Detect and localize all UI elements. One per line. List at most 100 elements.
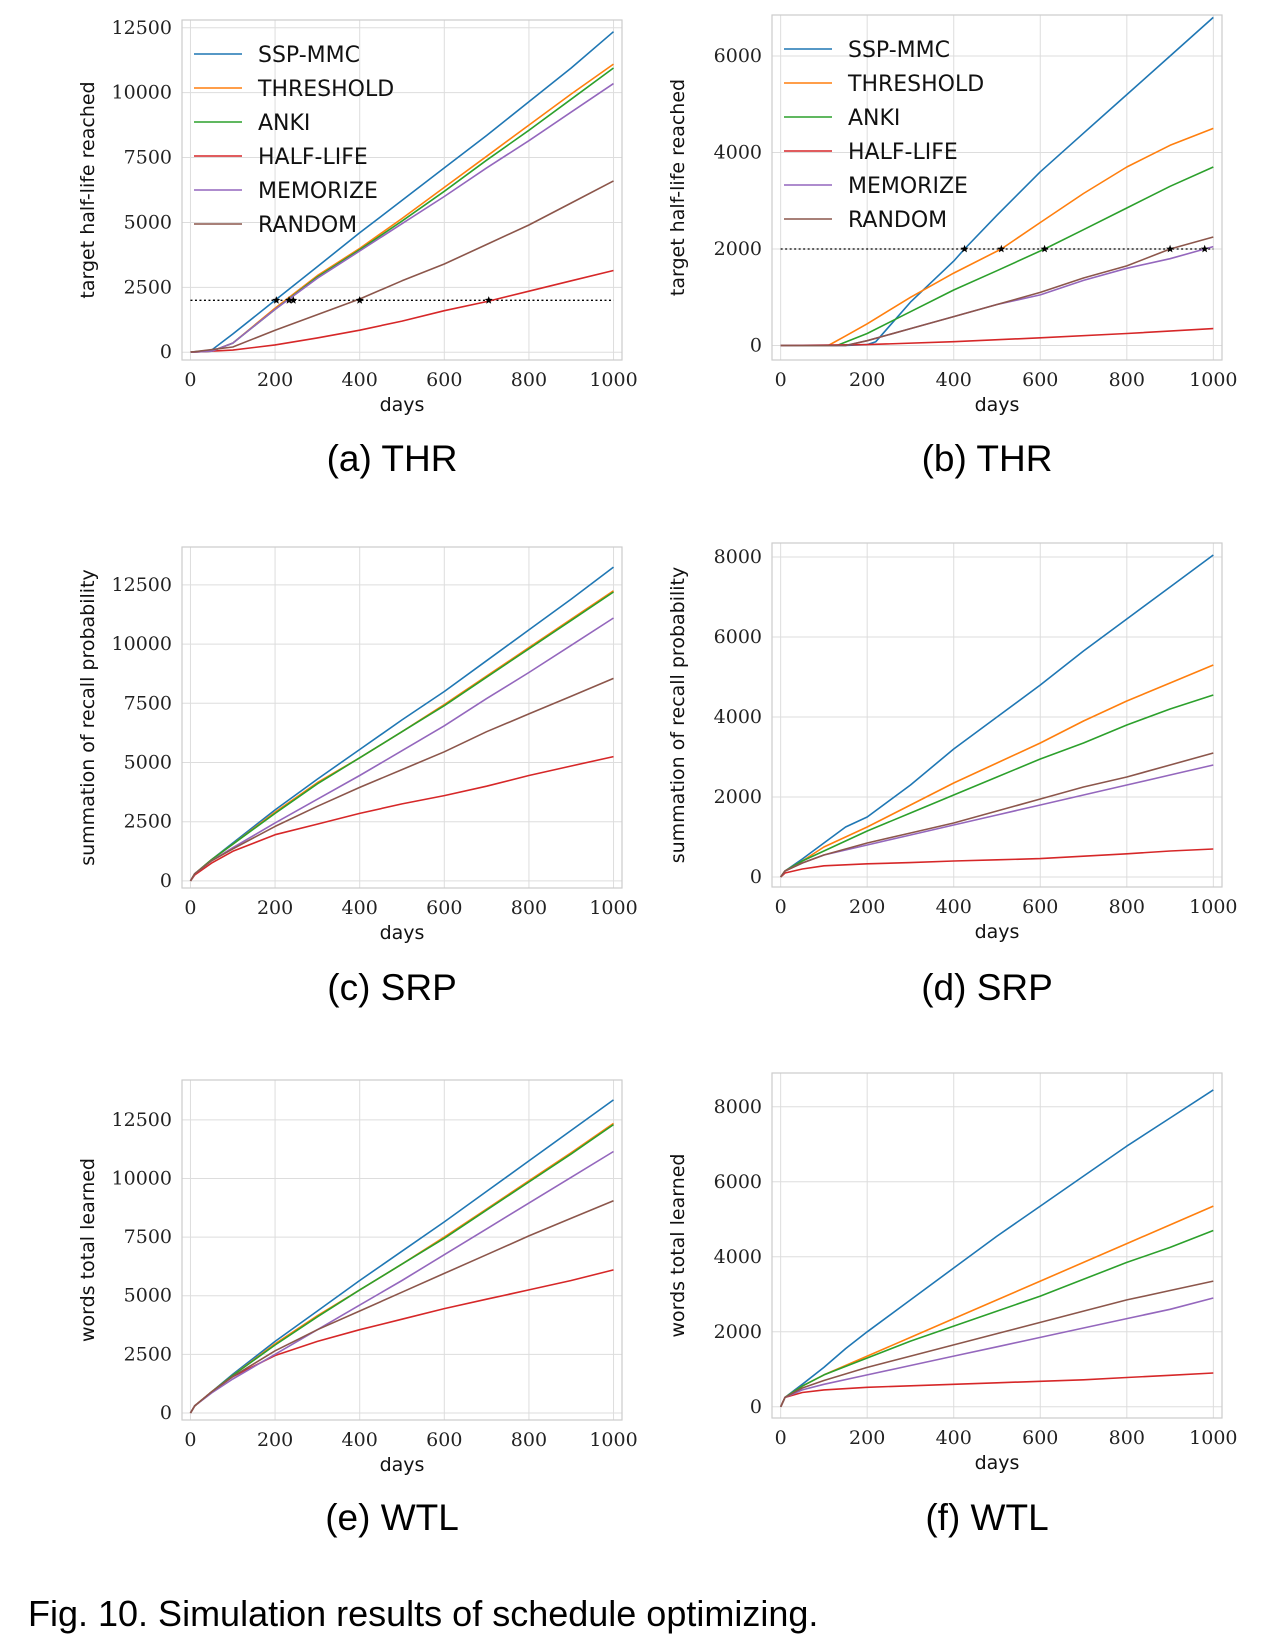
x-tick-label: 1000 [1189, 896, 1237, 918]
series-line-random [189, 677, 614, 882]
threshold-marker [1040, 244, 1049, 253]
x-axis-label: days [380, 922, 425, 944]
x-tick-label: 0 [775, 896, 787, 918]
series-line-memorize [190, 82, 614, 353]
chart-panel-d: 0 200 400 600 800 1000 0 2000 4000 6000 8000 days su… [667, 542, 1238, 1008]
threshold-marker [1200, 244, 1209, 253]
x-tick-label: 1000 [589, 369, 637, 391]
x-tick-label: 600 [1022, 1427, 1058, 1449]
series-line-half-life [779, 1372, 1214, 1408]
threshold-marker [285, 296, 293, 304]
threshold-marker [997, 244, 1006, 253]
threshold-marker [960, 244, 969, 253]
legend-label: SSP-MMC [848, 38, 950, 63]
x-tick-label: 800 [511, 1429, 547, 1451]
legend-label: THRESHOLD [847, 72, 984, 97]
threshold-marker [355, 296, 364, 304]
legend: SSP-MMC THRESHOLD ANKI HALF-LIFE MEMORIZE RAN… [784, 38, 984, 233]
series-line-half-life [189, 755, 614, 882]
legend-label: SSP-MMC [258, 43, 360, 68]
y-axis-label: words total learned [77, 1158, 99, 1342]
y-tick-label: 8000 [714, 1096, 762, 1118]
x-axis-label: days [975, 1452, 1020, 1474]
panel-caption: (c) SRP [327, 967, 457, 1008]
x-tick-label: 400 [342, 1429, 378, 1451]
y-tick-label: 4000 [714, 142, 762, 164]
x-tick-label: 400 [342, 897, 378, 919]
legend-label: RANDOM [848, 208, 947, 233]
panel-caption: (e) WTL [325, 1497, 459, 1538]
y-tick-label: 7500 [124, 692, 172, 714]
y-tick-label: 6000 [714, 1171, 762, 1193]
y-tick-label: 0 [160, 870, 172, 892]
chart-panel-e: 0 200 400 600 800 100002500500075001000012500… [77, 1079, 638, 1538]
legend-label: THRESHOLD [257, 77, 394, 102]
chart-panel-c: 0 200 400 600 800 100002500500075001000012500… [77, 546, 638, 1008]
chart-panel-a: 0 200 400 600 800 100002500500075001000012500… [77, 17, 638, 479]
y-axis-label: summation of recall probability [77, 569, 99, 866]
legend-label: HALF-LIFE [258, 145, 368, 170]
threshold-marker [289, 296, 298, 304]
threshold-marker [272, 296, 281, 304]
legend-label: ANKI [258, 111, 310, 136]
x-tick-label: 800 [511, 897, 547, 919]
x-tick-label: 200 [849, 369, 885, 391]
plot-frame [771, 14, 1223, 361]
x-tick-label: 400 [936, 369, 972, 391]
y-tick-label: 4000 [714, 1246, 762, 1268]
x-tick-label: 200 [257, 897, 293, 919]
y-tick-label: 7500 [124, 1226, 172, 1248]
x-tick-label: 0 [775, 1427, 787, 1449]
series-line-memorize [779, 1297, 1214, 1408]
x-tick-label: 0 [184, 369, 196, 391]
plot-frame [181, 546, 623, 889]
legend: SSP-MMC THRESHOLD ANKI HALF-LIFE MEMORIZE RAN… [194, 43, 394, 238]
series-line-half-life [780, 848, 1214, 878]
series-line-random [779, 1280, 1214, 1408]
y-tick-label: 5000 [124, 211, 172, 233]
series-line-ssp-mmc [779, 1089, 1214, 1408]
plot-area [772, 543, 1222, 887]
x-tick-label: 0 [775, 369, 787, 391]
y-tick-label: 5000 [124, 751, 172, 773]
threshold-marker [484, 296, 493, 304]
x-tick-label: 800 [1109, 896, 1145, 918]
legend-label: ANKI [848, 106, 900, 131]
x-tick-label: 1000 [1189, 369, 1237, 391]
plot-area [772, 1073, 1222, 1418]
plot-frame [771, 542, 1223, 888]
x-tick-label: 1000 [589, 897, 637, 919]
series-line-random [190, 180, 614, 353]
x-tick-label: 800 [511, 369, 547, 391]
x-tick-label: 400 [936, 896, 972, 918]
y-tick-label: 10000 [112, 82, 172, 104]
figure-caption: Fig. 10. Simulation results of schedule … [28, 1593, 819, 1634]
y-tick-label: 7500 [124, 147, 172, 169]
plot-frame [181, 1079, 623, 1421]
x-tick-label: 200 [257, 369, 293, 391]
plot-frame [181, 19, 623, 361]
y-tick-label: 6000 [714, 45, 762, 67]
y-tick-label: 5000 [124, 1285, 172, 1307]
y-tick-label: 2000 [714, 238, 762, 260]
x-tick-label: 0 [184, 1429, 196, 1451]
series-line-anki [780, 166, 1214, 347]
series-line-anki [189, 591, 614, 882]
x-tick-label: 800 [1109, 1427, 1145, 1449]
y-tick-label: 0 [160, 1402, 172, 1424]
plot-area [772, 15, 1222, 360]
x-tick-label: 600 [1022, 369, 1058, 391]
y-tick-label: 0 [750, 335, 762, 357]
y-tick-label: 10000 [112, 1167, 172, 1189]
plot-area [182, 20, 622, 360]
x-tick-label: 1000 [589, 1429, 637, 1451]
legend-label: HALF-LIFE [848, 140, 958, 165]
series-line-anki [779, 1229, 1214, 1408]
y-tick-label: 0 [160, 341, 172, 363]
panel-caption: (a) THR [327, 438, 458, 479]
series-line-random [189, 1200, 614, 1414]
x-tick-label: 600 [426, 897, 462, 919]
legend-label: RANDOM [258, 213, 357, 238]
y-tick-label: 10000 [112, 633, 172, 655]
